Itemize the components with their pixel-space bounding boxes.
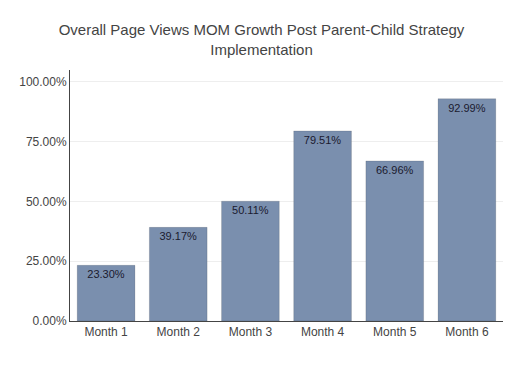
svg-text:79.51%: 79.51%	[304, 134, 342, 146]
svg-text:Month 3: Month 3	[229, 325, 273, 339]
svg-text:Overall Page Views MOM Growth: Overall Page Views MOM Growth Post Paren…	[59, 21, 465, 58]
svg-text:25.00%: 25.00%	[26, 254, 67, 268]
svg-text:66.96%: 66.96%	[376, 164, 414, 176]
svg-text:Month 4: Month 4	[301, 325, 345, 339]
svg-text:39.17%: 39.17%	[159, 230, 197, 242]
svg-text:92.99%: 92.99%	[448, 102, 486, 114]
svg-text:100.00%: 100.00%	[19, 75, 67, 89]
svg-text:50.11%: 50.11%	[232, 204, 269, 216]
svg-text:23.30%: 23.30%	[87, 268, 125, 280]
svg-text:Month 5: Month 5	[373, 325, 417, 339]
svg-text:Month 2: Month 2	[157, 325, 201, 339]
svg-text:Month 1: Month 1	[84, 325, 128, 339]
svg-text:75.00%: 75.00%	[26, 135, 67, 149]
svg-text:0.00%: 0.00%	[33, 314, 67, 328]
svg-text:Month 6: Month 6	[445, 325, 489, 339]
svg-text:50.00%: 50.00%	[26, 195, 67, 209]
